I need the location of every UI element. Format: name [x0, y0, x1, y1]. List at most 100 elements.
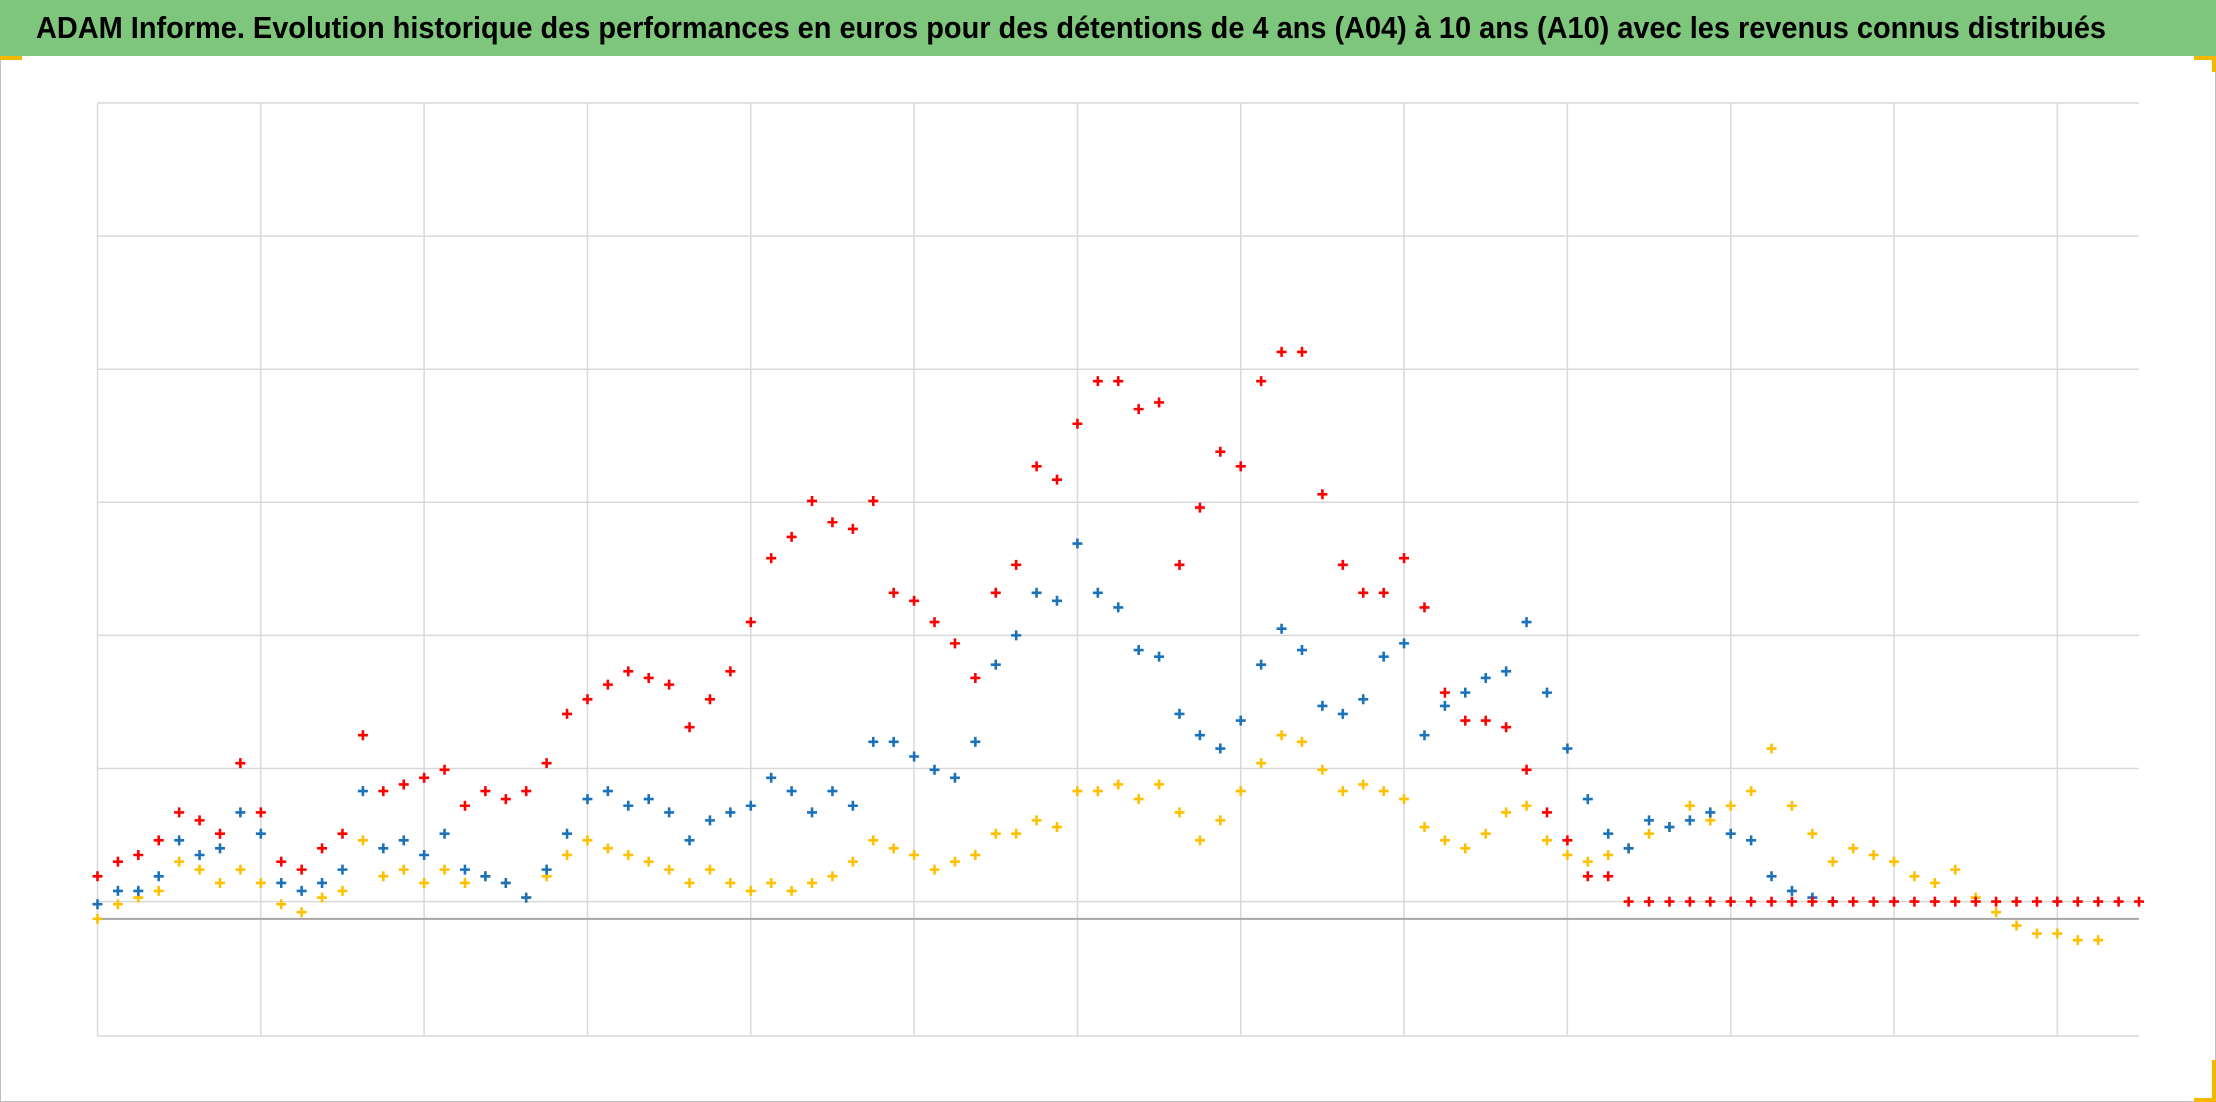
point	[1337, 559, 1348, 570]
point	[1154, 397, 1165, 408]
point	[1419, 602, 1430, 613]
point	[500, 794, 511, 805]
point	[807, 807, 818, 818]
point	[1399, 638, 1410, 649]
point	[1480, 715, 1491, 726]
point	[398, 779, 409, 790]
point	[1154, 651, 1165, 662]
point	[1296, 736, 1307, 747]
point	[1664, 896, 1675, 907]
point	[2011, 896, 2022, 907]
point	[1235, 786, 1246, 797]
point	[357, 786, 368, 797]
point	[1725, 800, 1736, 811]
point	[296, 885, 307, 896]
point	[786, 885, 797, 896]
point	[1541, 835, 1552, 846]
point	[1480, 672, 1491, 683]
point	[1092, 376, 1103, 387]
point	[1235, 461, 1246, 472]
point	[990, 587, 1001, 598]
point	[214, 843, 225, 854]
point	[153, 835, 164, 846]
point	[1582, 794, 1593, 805]
point	[1664, 822, 1675, 833]
point	[868, 835, 879, 846]
point	[1786, 896, 1797, 907]
point	[235, 758, 246, 769]
point	[990, 828, 1001, 839]
point	[1889, 856, 1900, 867]
point	[827, 517, 838, 528]
point	[949, 856, 960, 867]
point	[459, 800, 470, 811]
point	[1439, 687, 1450, 698]
point	[276, 877, 287, 888]
point	[174, 856, 185, 867]
point	[378, 786, 389, 797]
point	[1746, 835, 1757, 846]
point	[602, 679, 613, 690]
point	[582, 694, 593, 705]
point	[1358, 694, 1369, 705]
point	[847, 800, 858, 811]
point	[1052, 474, 1063, 485]
point	[807, 495, 818, 506]
point	[1848, 896, 1859, 907]
point	[1725, 896, 1736, 907]
point	[1317, 700, 1328, 711]
point	[1603, 849, 1614, 860]
point	[1746, 786, 1757, 797]
point	[1256, 376, 1267, 387]
point	[194, 864, 205, 875]
point	[153, 885, 164, 896]
point	[1072, 418, 1083, 429]
point	[1644, 896, 1655, 907]
point	[909, 849, 920, 860]
point	[827, 871, 838, 882]
point	[1684, 896, 1695, 907]
point	[847, 523, 858, 534]
point	[1950, 896, 1961, 907]
point	[1807, 828, 1818, 839]
point	[521, 786, 532, 797]
point	[214, 828, 225, 839]
point	[1194, 730, 1205, 741]
point	[1235, 715, 1246, 726]
point	[1950, 864, 1961, 875]
point	[1378, 587, 1389, 598]
chart-title: ADAM Informe. Evolution historique des p…	[36, 10, 2106, 45]
point	[888, 587, 899, 598]
point	[1827, 856, 1838, 867]
point	[1562, 849, 1573, 860]
point	[1684, 815, 1695, 826]
point	[1133, 794, 1144, 805]
point	[235, 807, 246, 818]
point	[745, 885, 756, 896]
point	[643, 794, 654, 805]
point	[419, 772, 430, 783]
point	[1521, 617, 1532, 628]
point	[970, 672, 981, 683]
point	[1337, 708, 1348, 719]
point	[439, 828, 450, 839]
point	[1603, 828, 1614, 839]
point	[562, 828, 573, 839]
point	[1399, 553, 1410, 564]
point	[1011, 559, 1022, 570]
point	[194, 849, 205, 860]
point	[1439, 700, 1450, 711]
point	[1113, 602, 1124, 613]
point	[1399, 794, 1410, 805]
point	[1786, 885, 1797, 896]
point	[1970, 896, 1981, 907]
point	[929, 864, 940, 875]
point	[1072, 538, 1083, 549]
point	[1644, 828, 1655, 839]
point	[419, 849, 430, 860]
point	[1174, 807, 1185, 818]
point	[1031, 461, 1042, 472]
point	[2052, 896, 2063, 907]
point	[255, 877, 266, 888]
point	[133, 885, 144, 896]
